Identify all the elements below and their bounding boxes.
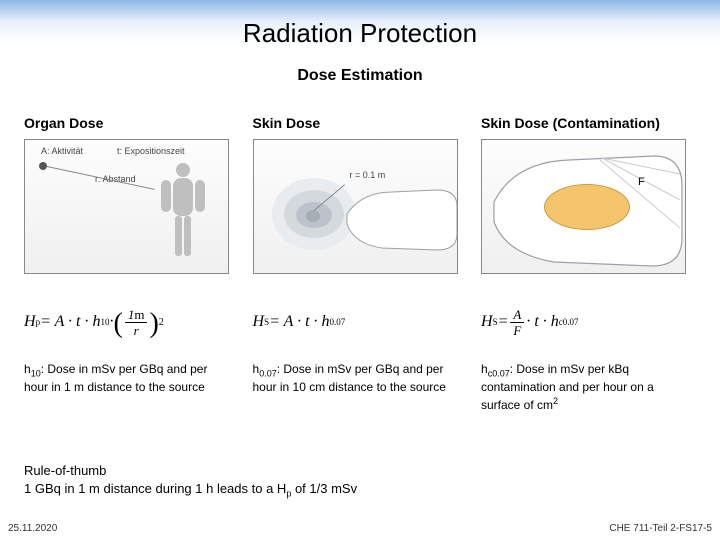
skin-dose-header: Skin Dose [253, 115, 468, 131]
column-organ-dose: Organ Dose A: Aktivität t: Expositionsze… [24, 115, 239, 413]
rule-of-thumb: Rule-of-thumb 1 GBq in 1 m distance duri… [24, 462, 357, 500]
source-point-icon [39, 162, 47, 170]
diagram-label-radius: r = 0.1 m [350, 170, 386, 180]
columns-container: Organ Dose A: Aktivität t: Expositionsze… [0, 85, 720, 413]
hand-outline-icon [342, 184, 458, 264]
diagram-label-distance: r: Abstand [95, 174, 136, 184]
distance-line [47, 166, 155, 190]
skin-contamination-description: hc0.07: Dose in mSv per kBq contaminatio… [481, 362, 696, 413]
skin-contamination-header: Skin Dose (Contamination) [481, 115, 696, 131]
diagram-label-area: F [638, 176, 645, 188]
skin-contamination-diagram: F [481, 139, 686, 274]
rule-text: 1 GBq in 1 m distance during 1 h leads t… [24, 480, 357, 500]
contamination-area-icon [544, 184, 630, 230]
skin-dose-diagram: r = 0.1 m [253, 139, 458, 274]
skin-dose-formula: HS = A · t · h0.07 [253, 304, 468, 340]
rule-heading: Rule-of-thumb [24, 462, 357, 480]
page-title: Radiation Protection [0, 0, 720, 49]
organ-dose-diagram: A: Aktivität t: Expositionszeit r: Absta… [24, 139, 229, 274]
page-subtitle: Dose Estimation [0, 67, 720, 85]
organ-dose-header: Organ Dose [24, 115, 239, 131]
organ-dose-formula: Hp = A · t · h10 · (1mr)2 [24, 304, 239, 340]
footer-date: 25.11.2020 [8, 523, 57, 534]
column-skin-contamination: Skin Dose (Contamination) F HS = AF · t … [481, 115, 696, 413]
organ-dose-description: h10: Dose in mSv per GBq and per hour in… [24, 362, 239, 396]
footer-slideref: CHE 711-Teil 2-FS17-5 [609, 523, 712, 534]
diagram-label-activity: A: Aktivität [41, 146, 83, 156]
dose-cloud-icon [306, 210, 320, 222]
diagram-label-exptime: t: Expositionszeit [117, 146, 185, 156]
column-skin-dose: Skin Dose r = 0.1 m HS = A · t · h0.07 h… [253, 115, 468, 413]
human-body-icon [153, 160, 213, 270]
skin-contamination-formula: HS = AF · t · hc0.07 [481, 304, 696, 340]
skin-dose-description: h0.07: Dose in mSv per GBq and per hour … [253, 362, 468, 396]
